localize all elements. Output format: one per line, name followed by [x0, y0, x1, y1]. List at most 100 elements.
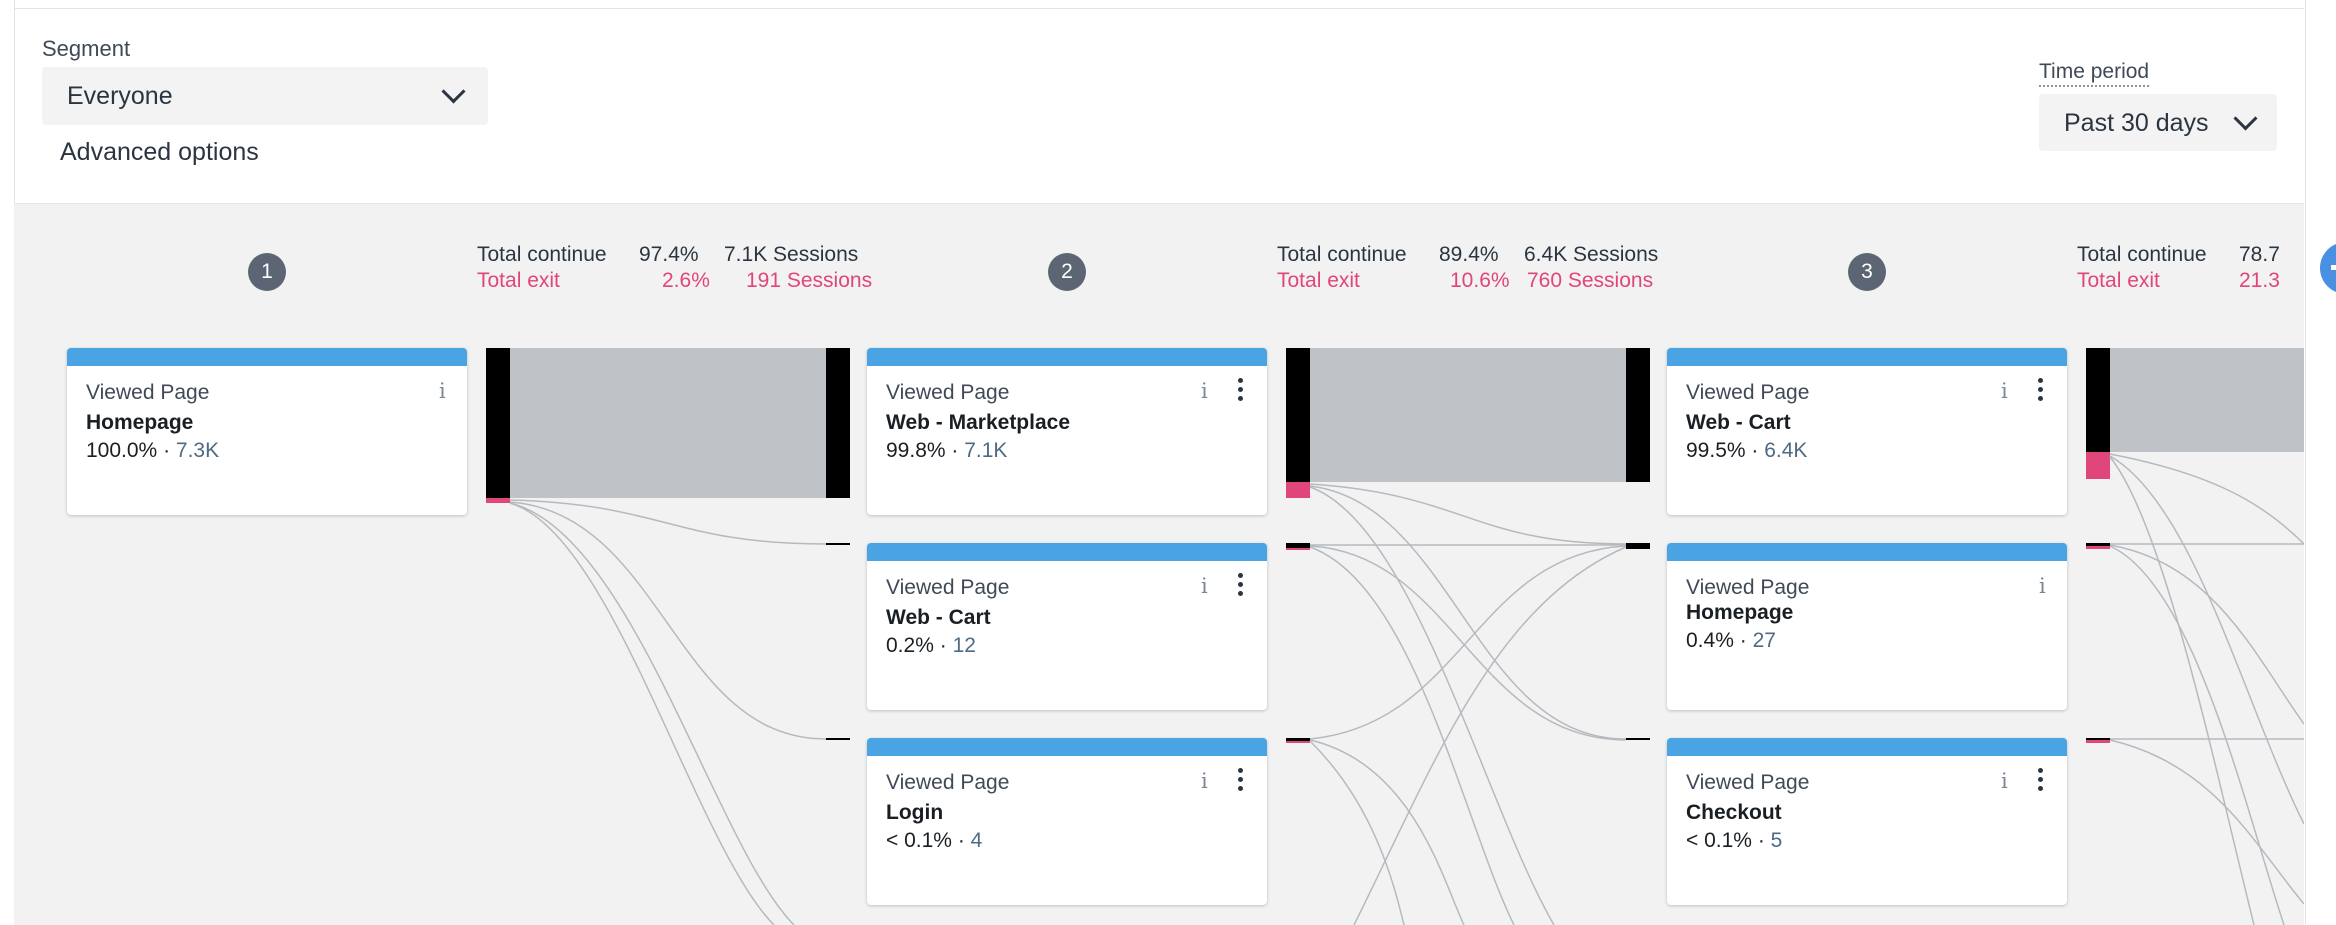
event-type: Viewed Page [886, 771, 1010, 794]
flow-link [509, 499, 827, 545]
more-options-icon[interactable] [1238, 378, 1244, 404]
flow-link [1309, 546, 1515, 925]
event-type: Viewed Page [1686, 771, 1810, 794]
more-options-icon[interactable] [1238, 768, 1244, 794]
exit-bar-step-1[interactable] [486, 348, 510, 498]
page-name: Web - Cart [1686, 411, 1791, 434]
exit-drop-step-2 [1286, 482, 1310, 498]
time-period-label: Time period [2039, 60, 2150, 87]
page-name: Web - Cart [886, 606, 991, 629]
flow-link [2109, 456, 2255, 925]
node-count: 4 [970, 829, 983, 852]
node-count: 12 [952, 634, 976, 657]
flow-link [1353, 546, 1627, 925]
exit-bar-step-2[interactable] [1286, 348, 1310, 482]
entry-bar [1626, 738, 1650, 740]
node-stats: 99.8% · 7.1K [886, 439, 1007, 463]
exit-drop [2086, 546, 2110, 549]
segment-dropdown[interactable]: Everyone [42, 67, 488, 125]
node-count: 5 [1770, 829, 1783, 852]
path-flow-canvas: 1 2 3 Total continue 97.4% 7.1K Sessions… [14, 203, 2304, 925]
exit-bar-step-3[interactable] [2086, 348, 2110, 452]
add-step-plus-icon[interactable] [2320, 242, 2336, 294]
event-type: Viewed Page [886, 381, 1010, 404]
path-node-card[interactable]: Viewed Page i Web - Cart 99.5% · 6.4K [1667, 348, 2067, 515]
info-icon[interactable]: i [439, 379, 446, 403]
exit-drop-step-1 [486, 498, 510, 503]
flow-link [1309, 545, 1627, 741]
path-node-card[interactable]: Viewed Page i Homepage 0.4% · 27 [1667, 543, 2067, 710]
exit-label: Total exit [1277, 269, 1360, 292]
continue-sessions: 6.4K Sessions [1524, 243, 1659, 266]
time-period-dropdown[interactable]: Past 30 days [2039, 94, 2277, 151]
chevron-down-icon [441, 79, 466, 104]
info-icon[interactable]: i [2039, 574, 2046, 598]
flow-link [509, 502, 775, 925]
card-accent-bar [67, 348, 467, 366]
more-options-icon[interactable] [1238, 573, 1244, 599]
more-options-icon[interactable] [2038, 378, 2044, 404]
info-icon[interactable]: i [1201, 379, 1208, 403]
entry-bar [1626, 348, 1650, 482]
page-name: Web - Marketplace [886, 411, 1071, 434]
entry-bar [1626, 543, 1650, 549]
card-accent-bar [1667, 348, 2067, 366]
flow-link [1309, 486, 1555, 925]
flow-link [2109, 545, 2285, 925]
advanced-options-link[interactable]: Advanced options [60, 138, 259, 166]
entry-bar [826, 543, 850, 545]
event-type: Viewed Page [86, 381, 210, 404]
node-count: 6.4K [1764, 439, 1808, 462]
flow-link [1309, 739, 1465, 925]
continue-sessions: 7.1K Sessions [724, 243, 859, 266]
flow-link [2109, 544, 2304, 725]
more-options-icon[interactable] [2038, 768, 2044, 794]
flow-link [1309, 485, 1627, 740]
node-percent: < 0.1% [1686, 829, 1752, 852]
path-node-card[interactable]: Viewed Page i Homepage 100.0% · 7.3K [67, 348, 467, 515]
exit-bar [2086, 543, 2110, 546]
node-percent: < 0.1% [886, 829, 952, 852]
flow-link [2109, 455, 2304, 825]
exit-sessions: 760 Sessions [1527, 269, 1654, 292]
step-stats-3: Total continue 78.7 Total exit 21.3 [2077, 242, 2304, 294]
info-icon[interactable]: i [2001, 379, 2008, 403]
path-node-card[interactable]: Viewed Page i Web - Cart 0.2% · 12 [867, 543, 1267, 710]
entry-bar [826, 738, 850, 740]
node-percent: 99.5% [1686, 439, 1746, 462]
card-accent-bar [1667, 738, 2067, 756]
info-icon[interactable]: i [2001, 769, 2008, 793]
page-name: Checkout [1686, 801, 1782, 824]
event-type: Viewed Page [1686, 576, 1810, 599]
exit-pct: 2.6% [662, 269, 710, 292]
node-stats: 100.0% · 7.3K [86, 439, 219, 463]
step-stats-1: Total continue 97.4% 7.1K Sessions Total… [477, 242, 877, 294]
divider [14, 8, 2304, 9]
exit-bar [1286, 543, 1310, 548]
continue-label: Total continue [2077, 243, 2207, 266]
step-badge-1: 1 [248, 253, 286, 291]
flow-band [510, 348, 826, 498]
path-node-card[interactable]: Viewed Page i Login < 0.1% · 4 [867, 738, 1267, 905]
info-icon[interactable]: i [1201, 769, 1208, 793]
exit-drop-step-3 [2086, 452, 2110, 479]
segment-label: Segment [42, 36, 131, 61]
flow-band [1310, 348, 1626, 482]
exit-drop [1286, 548, 1310, 550]
separator: · [957, 829, 965, 852]
exit-sessions: 191 Sessions [746, 269, 873, 292]
exit-bar [1286, 738, 1310, 741]
node-stats: < 0.1% · 5 [1686, 829, 1782, 853]
path-node-card[interactable]: Viewed Page i Checkout < 0.1% · 5 [1667, 738, 2067, 905]
path-node-card[interactable]: Viewed Page i Web - Marketplace 99.8% · … [867, 348, 1267, 515]
continue-label: Total continue [477, 243, 607, 266]
page-name: Homepage [86, 411, 194, 434]
flow-band [2110, 348, 2304, 452]
step-stats-2: Total continue 89.4% 6.4K Sessions Total… [1277, 242, 1677, 294]
node-percent: 99.8% [886, 439, 946, 462]
page-name: Login [886, 801, 944, 824]
flow-link [2109, 453, 2304, 545]
exit-label: Total exit [2077, 269, 2160, 292]
separator: · [1739, 629, 1747, 652]
info-icon[interactable]: i [1201, 574, 1208, 598]
